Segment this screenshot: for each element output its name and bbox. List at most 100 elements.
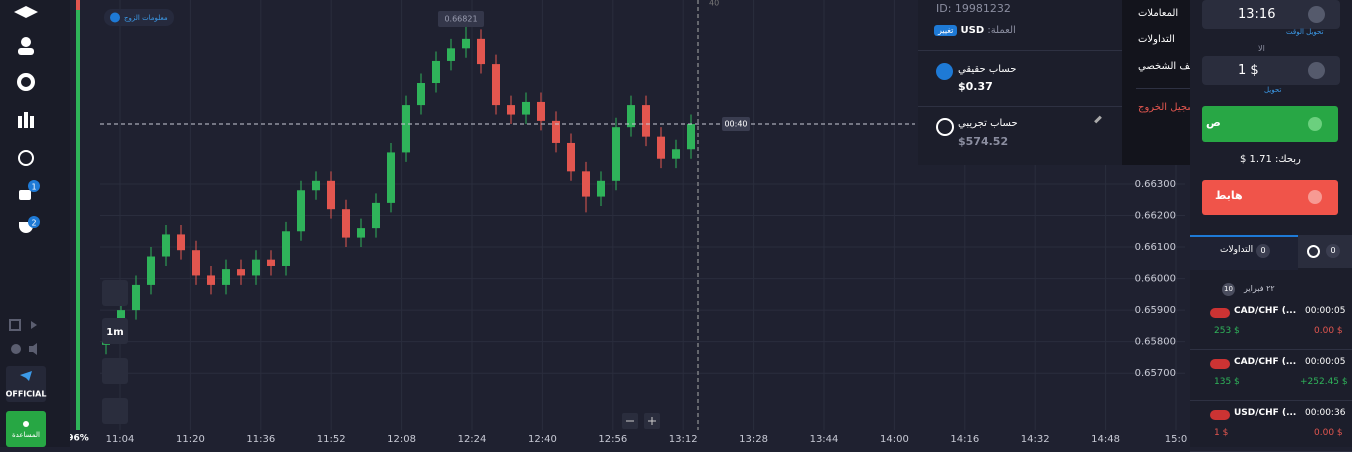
crosshair-label: 40: [709, 0, 719, 8]
icon-info: [110, 12, 120, 23]
pair-info-label: معلومات الزوج: [124, 14, 168, 22]
icon-signals[interactable]: [18, 150, 34, 166]
candle-body: [552, 120, 560, 143]
candle-body: [222, 269, 230, 285]
icon-bonus[interactable]: [19, 190, 31, 200]
y-tick-label: 0.66300: [1135, 179, 1176, 190]
up-icon: [1308, 117, 1322, 131]
demo-balance: $574.52: [958, 135, 1009, 148]
candle-body: [297, 190, 305, 232]
sidebar: 1 2 OFFICIAL المساعدة: [0, 0, 70, 447]
account-menu: ID: 19981232 العملة: USD تغيير حساب حقيق…: [918, 0, 1122, 165]
icon-education[interactable]: [14, 6, 38, 18]
icon-help: [23, 421, 29, 427]
candle-body: [237, 269, 245, 276]
trade-pair: USD/CHF (...: [1234, 408, 1297, 418]
icon-telegram: [20, 371, 32, 381]
help-button[interactable]: [6, 411, 46, 447]
y-tick-label: 0.66000: [1135, 274, 1176, 285]
icon-arrow[interactable]: [31, 321, 37, 329]
menu-link[interactable]: المعاملات: [1138, 8, 1179, 19]
candle-body: [327, 180, 335, 210]
icon-sound[interactable]: [29, 343, 37, 355]
sidebar-icons: 1 2 OFFICIAL المساعدة: [6, 6, 47, 447]
trade-panel: 13:16 تحويل الوقت الا 1 $ تحويل ص ربحك: …: [1190, 0, 1352, 452]
high-label-box: [438, 11, 484, 27]
icon-tournaments-bar: [30, 116, 34, 128]
progress-bar: [76, 10, 80, 430]
candle-body: [597, 180, 605, 197]
demo-select[interactable]: [936, 118, 954, 136]
candle-body: [507, 105, 515, 115]
account-id: ID: 19981232: [936, 2, 1011, 15]
candle-body: [537, 101, 545, 121]
candle-body: [402, 105, 410, 153]
x-tick-label: 11:52: [317, 434, 346, 445]
trade-time: 00:00:36: [1305, 408, 1346, 418]
divider: [1190, 400, 1352, 401]
x-tick-label: 12:24: [458, 434, 487, 445]
trade-amount: 1 $: [1214, 428, 1229, 438]
candle-body: [657, 136, 665, 159]
y-tick-label: 0.65900: [1135, 305, 1176, 316]
icon-tournaments[interactable]: [18, 116, 22, 128]
icon-tournaments-bar: [24, 112, 28, 128]
tool-button[interactable]: [102, 358, 128, 384]
x-tick-label: 14:16: [950, 434, 979, 445]
candle-body: [282, 231, 290, 266]
change-button[interactable]: تغيير: [934, 25, 958, 36]
amount-label: الا: [1258, 44, 1265, 53]
candle-body: [522, 101, 530, 115]
candle-body: [432, 60, 440, 84]
tab-trades[interactable]: [1190, 235, 1298, 270]
flag: [1210, 359, 1230, 369]
icon-settings[interactable]: [11, 344, 21, 354]
icon-fullscreen[interactable]: [9, 319, 21, 331]
x-tick-label: 13:28: [739, 434, 768, 445]
icon-clock: [1307, 245, 1320, 258]
candle-body: [312, 180, 320, 191]
x-tick-label: 11:20: [176, 434, 205, 445]
candle-body: [252, 259, 260, 276]
down-label: هابط: [1215, 189, 1243, 202]
candle-body: [177, 234, 185, 251]
candle-body: [582, 171, 590, 197]
menu-link[interactable]: التداولات: [1138, 34, 1175, 45]
real-balance: $0.37: [958, 80, 993, 93]
date-count: 10: [1222, 283, 1235, 296]
badge-count: 2: [31, 219, 36, 228]
candle-body: [342, 209, 350, 238]
x-tick-label: 14:32: [1021, 434, 1050, 445]
amount-plus[interactable]: [1308, 62, 1325, 79]
candle-body: [567, 142, 575, 172]
badge: [28, 216, 40, 228]
countdown-box: [722, 117, 750, 132]
timeframe: 1m: [106, 327, 123, 338]
x-tick-label: 12:56: [598, 434, 627, 445]
amount-value: 1 $: [1238, 63, 1259, 78]
trade-pair: CAD/CHF (...: [1234, 306, 1297, 316]
official-label: OFFICIAL: [6, 390, 47, 399]
tab-trades-count: 0: [1256, 244, 1270, 258]
trade-time: 00:00:05: [1305, 357, 1346, 367]
trade-pair: CAD/CHF (...: [1234, 357, 1297, 367]
candle-body: [462, 38, 470, 49]
time-value: 13:16: [1238, 7, 1276, 22]
official-button[interactable]: [6, 366, 46, 402]
y-tick-label: 0.65800: [1135, 337, 1176, 348]
icon-profile[interactable]: [21, 37, 31, 47]
icon-chart[interactable]: [17, 73, 35, 91]
icon-edit[interactable]: [1094, 115, 1102, 124]
menu-link[interactable]: الملف الشخصي: [1138, 61, 1205, 72]
real-label: حساب حقيقي: [958, 64, 1017, 75]
candle-body: [132, 284, 140, 311]
tool-button[interactable]: [102, 280, 128, 306]
pair-info: [104, 9, 174, 26]
tool-button[interactable]: [102, 318, 128, 344]
tool-button[interactable]: [102, 398, 128, 424]
time-plus[interactable]: [1308, 6, 1325, 23]
real-selected[interactable]: [936, 63, 953, 80]
candle-body: [207, 275, 215, 285]
logout[interactable]: تسجيل الخروج: [1138, 102, 1200, 113]
